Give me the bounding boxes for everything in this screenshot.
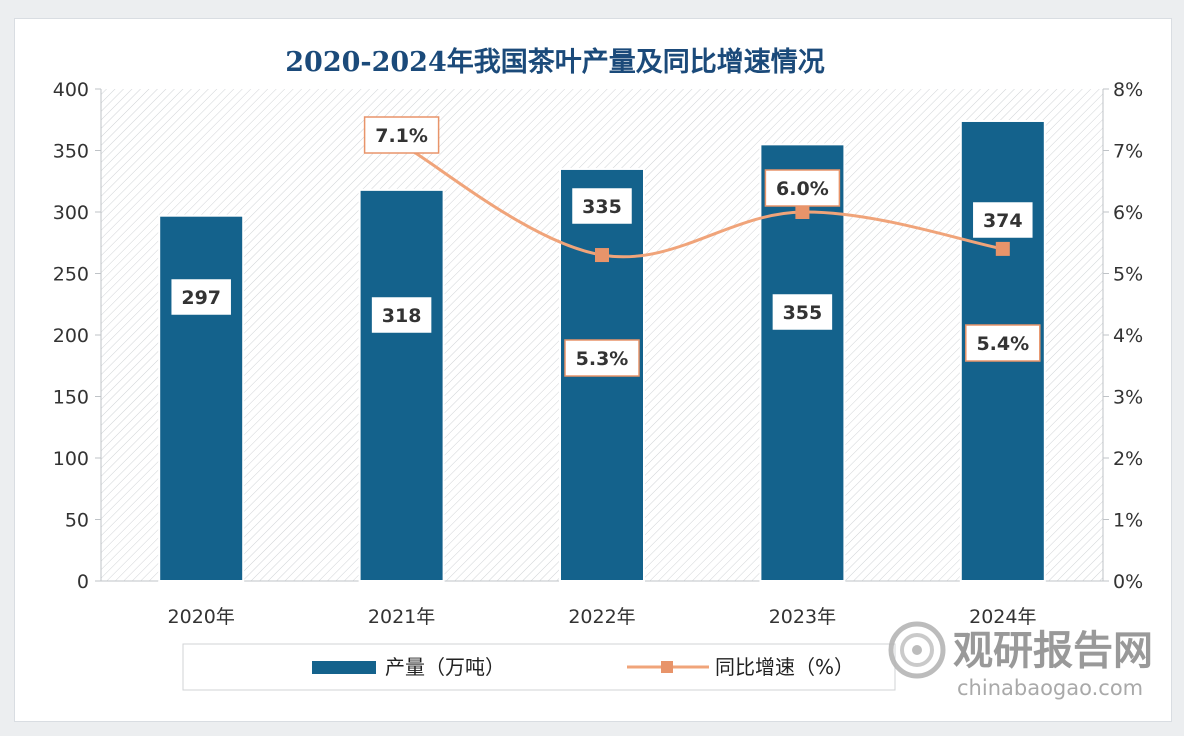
y-left-tick-label: 200: [53, 325, 89, 347]
x-tick-label: 2022年: [568, 606, 635, 628]
bar-data-label: 374: [983, 210, 1023, 232]
y-left-tick-label: 150: [53, 387, 89, 409]
y-right-tick-label: 2%: [1113, 448, 1143, 470]
chart-frame: 2020-2024年我国茶叶产量及同比增速情况 0 50 100 150 200 250 3…: [14, 18, 1172, 722]
y-right-tick-label: 5%: [1113, 264, 1143, 286]
legend-swatch-production: [312, 661, 376, 674]
growth-label-box: [363, 116, 440, 154]
y-right-tick-label: 7%: [1113, 141, 1143, 163]
growth-data-label: 5.4%: [976, 333, 1029, 355]
y-left-tick-label: 250: [53, 264, 89, 286]
bar-label-box: [572, 188, 632, 224]
y-left-tick-label: 400: [53, 79, 89, 101]
legend-swatch-growth-marker: [661, 661, 673, 673]
legend-label-production: 产量（万吨）: [385, 655, 505, 679]
growth-point-3: [595, 248, 609, 263]
y-left-tick-label: 350: [53, 141, 89, 163]
growth-line: [400, 143, 1004, 259]
y-right-tick-label: 1%: [1113, 510, 1143, 532]
bar-label-box: [772, 294, 833, 330]
bar-data-label: 355: [783, 302, 823, 324]
y-left-tick-label: 100: [53, 448, 89, 470]
y-left-tick-label: 0: [77, 571, 89, 593]
legend: 产量（万吨） 同比增速（%）: [182, 643, 896, 691]
growth-data-label: 5.3%: [576, 348, 629, 370]
x-tick-label: 2020年: [168, 606, 235, 628]
bar-label-box: [973, 202, 1033, 238]
growth-label-box: [965, 324, 1041, 362]
y-left-tick-label: 50: [65, 510, 89, 532]
growth-point-4: [795, 205, 810, 219]
growth-label-box: [764, 169, 841, 207]
watermark-logo-icon: [888, 621, 946, 679]
growth-point-5: [995, 241, 1010, 256]
watermark-site: chinabaogao.com: [957, 676, 1143, 700]
x-tick-label: 2021年: [368, 606, 435, 628]
legend-label-growth: 同比增速（%）: [715, 655, 854, 679]
y-right-tick-label: 4%: [1113, 325, 1143, 347]
y-right-tick-label: 8%: [1113, 79, 1143, 101]
bar-1: [158, 214, 245, 582]
x-tick-label: 2023年: [769, 606, 836, 628]
growth-data-label: 7.1%: [375, 125, 428, 147]
bar-data-label: 297: [181, 287, 221, 309]
chart-svg: 2020-2024年我国茶叶产量及同比增速情况 0 50 100 150 200 250 3…: [53, 46, 1153, 700]
growth-data-label: 6.0%: [776, 178, 829, 200]
watermark-brand: 观研报告网: [953, 628, 1153, 674]
y-left-tick-label: 300: [53, 202, 89, 224]
bar-data-label: 318: [382, 305, 422, 327]
bar-label-box: [371, 297, 432, 333]
y-right-tick-label: 3%: [1113, 387, 1143, 409]
watermark: 观研报告网 chinabaogao.com: [888, 621, 1153, 700]
chart-title: 2020-2024年我国茶叶产量及同比增速情况: [285, 46, 825, 78]
bar-data-label: 335: [582, 196, 622, 218]
bar-label-box: [171, 279, 231, 315]
y-right-tick-label: 0%: [1113, 571, 1143, 593]
bar-2: [358, 188, 445, 583]
growth-label-box: [564, 339, 640, 377]
y-right-tick-label: 6%: [1113, 202, 1143, 224]
x-tick-label: 2024年: [969, 606, 1036, 628]
